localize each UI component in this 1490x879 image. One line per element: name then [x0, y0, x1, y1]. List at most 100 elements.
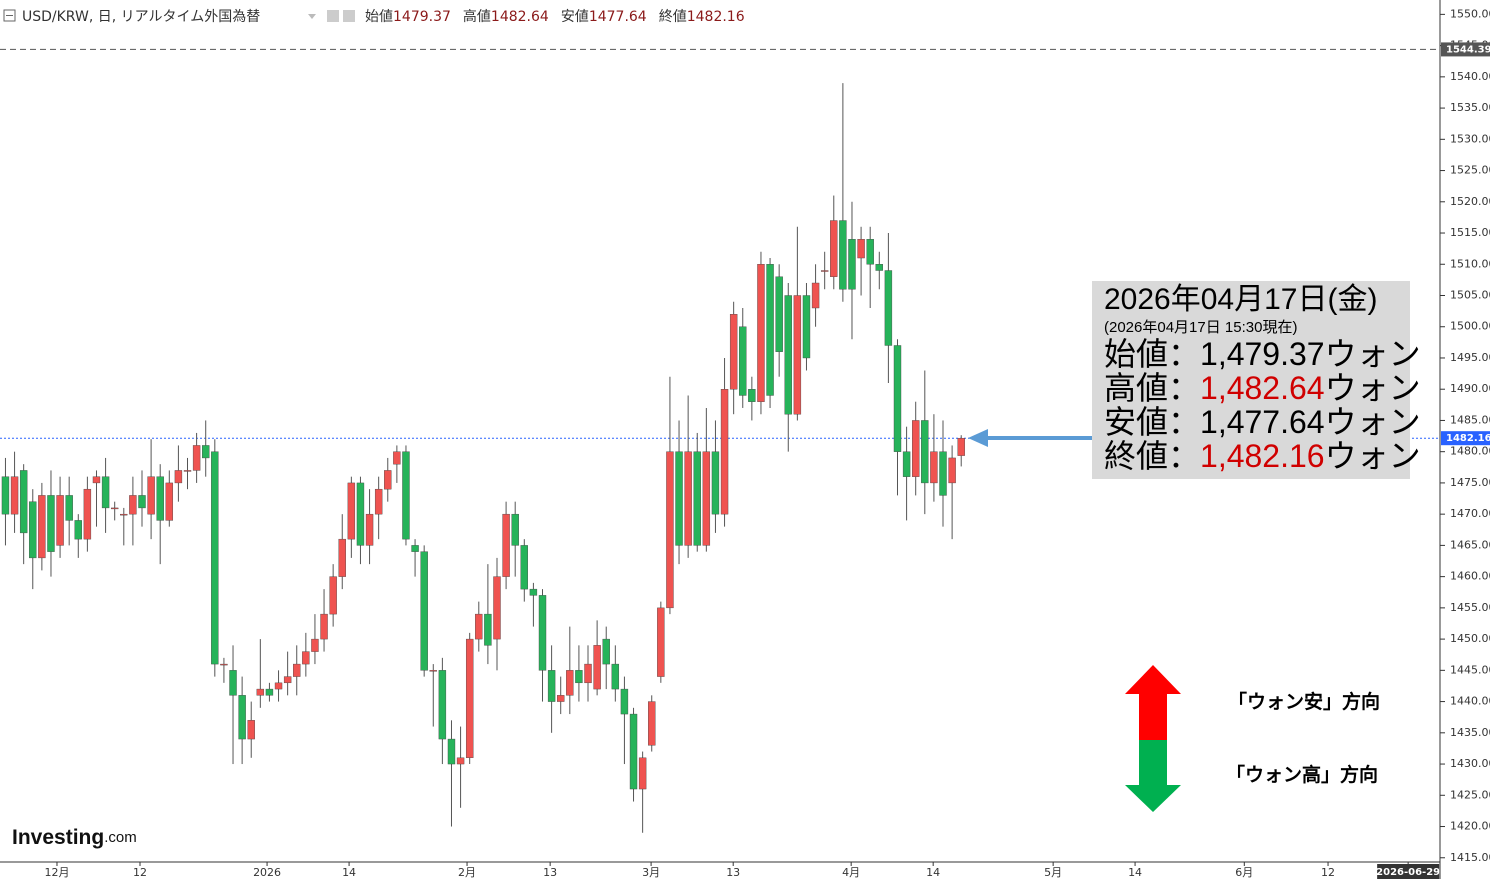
- candle-body: [857, 239, 865, 259]
- y-tick-label: 1435.00: [1450, 726, 1490, 739]
- settings-icon[interactable]: [343, 10, 355, 22]
- info-row: 高値：1,482.64ウォン: [1104, 370, 1421, 406]
- candle-body: [302, 651, 310, 665]
- x-tick-label: 12月: [44, 866, 69, 879]
- candle-body: [648, 701, 656, 746]
- x-tick-label: 2026-06-29: [1376, 867, 1440, 878]
- x-tick-label: 12: [1321, 866, 1335, 879]
- candle-body: [10, 476, 19, 515]
- y-tick-label: 1460.00: [1450, 570, 1490, 583]
- y-tick-label: 1510.00: [1450, 257, 1490, 270]
- y-tick-label: 1430.00: [1450, 757, 1490, 770]
- candle-body: [775, 276, 783, 352]
- y-tick-label: 1475.00: [1450, 476, 1490, 489]
- legend-item: 安値1477.64: [561, 9, 647, 25]
- info-unit: ウォン: [1325, 336, 1421, 372]
- legend-value: 1477.64: [589, 9, 647, 25]
- candle-body: [739, 326, 747, 396]
- candle-body: [520, 545, 528, 590]
- dropdown-icon[interactable]: [308, 14, 316, 19]
- arrow-label: 「ウォン高」方向: [1226, 763, 1378, 786]
- x-tick-label: 14: [342, 866, 356, 879]
- legend-value: 1482.64: [491, 9, 549, 25]
- candle-body: [593, 645, 601, 690]
- y-tick-label: 1550.00: [1450, 7, 1490, 20]
- candle-body: [247, 720, 255, 740]
- y-tick-label: 1485.00: [1450, 413, 1490, 426]
- logo: Investing.com: [12, 826, 137, 849]
- info-unit: ウォン: [1325, 438, 1421, 474]
- candle-body: [930, 451, 938, 484]
- legend-value: 1482.16: [687, 9, 745, 25]
- candle-body: [729, 314, 738, 390]
- logo-suffix: .com: [104, 829, 137, 846]
- y-tick-label: 1450.00: [1450, 632, 1490, 645]
- candle-body: [948, 457, 956, 484]
- candle-body: [666, 451, 674, 609]
- y-tick-label: 1440.00: [1450, 695, 1490, 708]
- candle-body: [265, 688, 274, 696]
- candle-body: [329, 576, 337, 615]
- candle-body: [447, 738, 456, 765]
- candle-body: [830, 220, 838, 277]
- info-box: [1092, 281, 1410, 479]
- candle-body: [766, 264, 774, 396]
- y-tick-label: 1500.00: [1450, 320, 1490, 333]
- y-tick-label: 1415.00: [1450, 851, 1490, 864]
- candle-body: [110, 507, 119, 510]
- candle-body: [502, 513, 510, 577]
- candle-body: [793, 295, 802, 415]
- y-tick-label: 1480.00: [1450, 445, 1490, 458]
- candle-body: [921, 420, 929, 484]
- collapse-icon[interactable]: [3, 9, 16, 22]
- candle-body: [365, 513, 374, 546]
- candle-body: [438, 670, 447, 740]
- y-tick-label: 1425.00: [1450, 788, 1490, 801]
- arrow-label: 「ウォン安」方向: [1228, 690, 1380, 713]
- y-tick-label: 1465.00: [1450, 538, 1490, 551]
- eye-icon[interactable]: [327, 10, 339, 22]
- candle-body: [19, 470, 28, 534]
- x-tick-label: 14: [926, 866, 940, 879]
- legend-label: 終値: [659, 9, 687, 25]
- candle-body: [29, 501, 37, 559]
- candle-body: [711, 451, 720, 515]
- candle-body: [183, 470, 192, 472]
- legend-item: 終値1482.16: [659, 9, 745, 25]
- info-unit: ウォン: [1325, 370, 1421, 406]
- x-tick-label-box: [1377, 864, 1440, 879]
- legend-label: 高値: [463, 8, 491, 25]
- x-tick-label: 2月: [458, 866, 476, 879]
- candle-body: [802, 295, 811, 359]
- candle-body: [338, 538, 346, 577]
- candle-body: [74, 520, 82, 540]
- plot: [0, 48, 1440, 833]
- candle-body: [557, 695, 565, 702]
- info-note: (2026年04月17日 15:30現在): [1104, 319, 1297, 336]
- candle-body: [912, 420, 920, 477]
- y-tick-label: 1535.00: [1450, 101, 1490, 114]
- candle-body: [83, 488, 92, 540]
- candle-body: [602, 638, 610, 665]
- legend-item: 始値1479.37: [365, 9, 451, 25]
- y-tick-label: 1470.00: [1450, 507, 1490, 520]
- candle-body: [511, 513, 519, 546]
- candle-body: [839, 220, 847, 290]
- y-tick-label: 1515.00: [1450, 226, 1490, 239]
- candle-body: [529, 588, 538, 596]
- legend-value: 1479.37: [393, 9, 451, 25]
- candle-body: [893, 345, 902, 452]
- y-tick-label: 1445.00: [1450, 663, 1490, 676]
- legend-label: 安値: [561, 9, 589, 25]
- candle-body: [811, 282, 820, 309]
- candle-body: [475, 613, 483, 640]
- info-rows: 始値：1,479.37ウォン高値：1,482.64ウォン安値：1,477.64ウ…: [1104, 336, 1421, 474]
- candle-body: [256, 688, 265, 696]
- legend-label: 始値: [365, 9, 393, 25]
- candle-body: [47, 495, 55, 552]
- info-row: 終値：1,482.16ウォン: [1104, 438, 1421, 474]
- candle-body: [902, 451, 911, 477]
- candle-body: [374, 488, 383, 515]
- candle-body: [65, 495, 73, 521]
- price-label-box: [1441, 431, 1490, 446]
